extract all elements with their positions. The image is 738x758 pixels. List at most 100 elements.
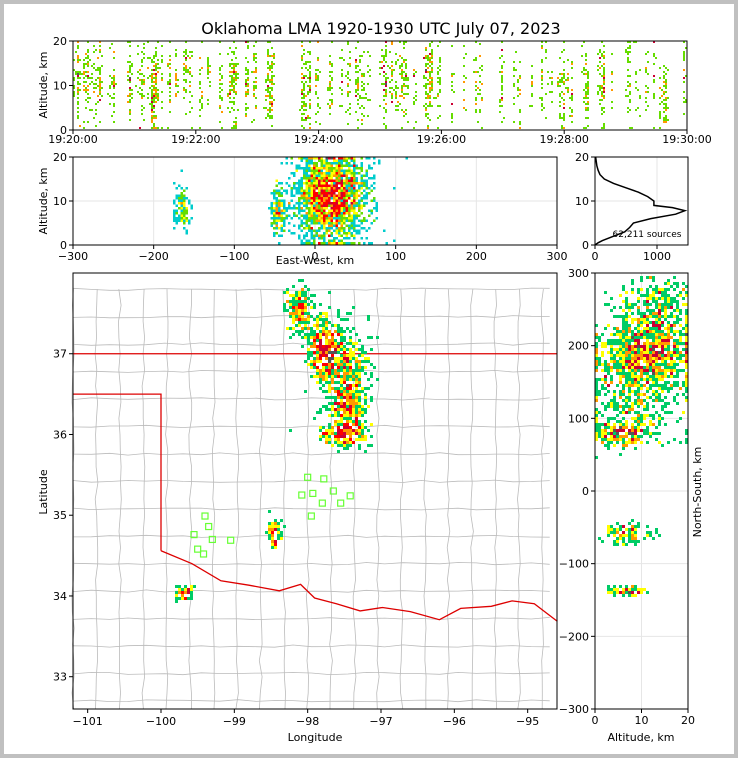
east-west-cell bbox=[275, 192, 278, 195]
north-south-cell bbox=[610, 438, 613, 441]
north-south-cell bbox=[646, 309, 649, 312]
time-height-cell bbox=[207, 63, 209, 65]
east-west-cell bbox=[183, 189, 186, 192]
time-height-cell bbox=[73, 93, 75, 95]
time-height-cell bbox=[235, 121, 237, 123]
east-west-cell bbox=[303, 209, 306, 212]
east-west-cell bbox=[360, 162, 363, 165]
plan-view-cell bbox=[325, 333, 328, 336]
time-height-cell bbox=[303, 109, 305, 111]
time-height-cell bbox=[341, 81, 343, 83]
north-south-cell bbox=[685, 327, 688, 330]
time-height-cell bbox=[429, 95, 431, 97]
east-west-cell bbox=[330, 209, 333, 212]
north-south-cell bbox=[628, 429, 631, 432]
time-height-cell bbox=[347, 85, 349, 87]
time-height-cell bbox=[665, 107, 667, 109]
time-height-cell bbox=[169, 95, 171, 97]
north-south-cell bbox=[622, 432, 625, 435]
time-height-cell bbox=[429, 119, 431, 121]
plan-view-cell bbox=[319, 303, 322, 306]
east-west-cell bbox=[330, 227, 333, 230]
time-height-cell bbox=[305, 63, 307, 65]
north-south-cell bbox=[631, 441, 634, 444]
east-west-cell bbox=[333, 224, 336, 227]
north-south-cell bbox=[655, 321, 658, 324]
east-west-cell bbox=[348, 184, 351, 187]
ew-altitude-tick-label: 10 bbox=[53, 195, 67, 208]
north-south-cell bbox=[601, 414, 604, 417]
east-west-cell bbox=[278, 192, 281, 195]
time-height-cell bbox=[365, 93, 367, 95]
time-height-cell bbox=[401, 85, 403, 87]
plan-view-cell bbox=[334, 414, 337, 417]
east-west-cell bbox=[190, 204, 193, 207]
plan-view-cell bbox=[364, 387, 367, 390]
north-south-cell bbox=[667, 366, 670, 369]
time-height-cell bbox=[151, 103, 153, 105]
plan-view-cell bbox=[343, 393, 346, 396]
plan-view-cell bbox=[274, 525, 277, 528]
time-height-cell bbox=[645, 85, 647, 87]
north-south-cell bbox=[622, 330, 625, 333]
time-height-cell bbox=[151, 79, 153, 81]
north-south-cell bbox=[673, 342, 676, 345]
east-west-cell bbox=[358, 219, 361, 222]
plan-view-cell bbox=[364, 351, 367, 354]
east-west-cell bbox=[370, 212, 373, 215]
east-west-cell bbox=[368, 164, 371, 167]
time-height-cell bbox=[587, 109, 589, 111]
plan-view-cell bbox=[352, 435, 355, 438]
time-height-cell bbox=[349, 63, 351, 65]
plan-view-cell bbox=[346, 327, 349, 330]
time-height-cell bbox=[247, 91, 249, 93]
time-height-cell bbox=[101, 95, 103, 97]
time-height-cell bbox=[267, 41, 269, 43]
east-west-cell bbox=[303, 189, 306, 192]
time-height-cell bbox=[661, 101, 663, 103]
plan-view-cell bbox=[343, 354, 346, 357]
plan-view-cell bbox=[289, 300, 292, 303]
north-south-cell bbox=[610, 369, 613, 372]
north-south-cell bbox=[631, 381, 634, 384]
east-west-cell bbox=[318, 192, 321, 195]
time-height-cell bbox=[161, 107, 163, 109]
north-south-cell bbox=[622, 342, 625, 345]
north-south-cell bbox=[664, 402, 667, 405]
time-height-cell bbox=[401, 89, 403, 91]
north-south-cell bbox=[673, 399, 676, 402]
north-south-cell bbox=[613, 528, 616, 531]
east-west-cell bbox=[328, 187, 331, 190]
east-west-cell bbox=[345, 234, 348, 237]
east-west-cell bbox=[353, 222, 356, 225]
plan-view-cell bbox=[358, 384, 361, 387]
time-height-cell bbox=[341, 89, 343, 91]
east-west-cell bbox=[330, 187, 333, 190]
north-south-cell bbox=[658, 309, 661, 312]
north-south-cell bbox=[649, 333, 652, 336]
plan-view-cell bbox=[319, 333, 322, 336]
county-line bbox=[399, 289, 404, 710]
plan-view-cell bbox=[280, 531, 283, 534]
north-south-cell bbox=[685, 315, 688, 318]
east-west-cell bbox=[353, 169, 356, 172]
north-south-cell bbox=[658, 318, 661, 321]
time-height-cell bbox=[401, 127, 403, 129]
time-height-cell bbox=[303, 89, 305, 91]
time-height-cell bbox=[135, 85, 137, 87]
north-south-cell bbox=[625, 543, 628, 546]
time-height-cell bbox=[391, 97, 393, 99]
histogram-altitude-tick-label: 0 bbox=[582, 239, 589, 252]
east-west-cell bbox=[363, 204, 366, 207]
north-south-cell bbox=[655, 333, 658, 336]
north-south-cell bbox=[655, 348, 658, 351]
plan-view-cell bbox=[322, 345, 325, 348]
time-height-cell bbox=[473, 71, 475, 73]
time-height-cell bbox=[253, 93, 255, 95]
time-height-cell bbox=[235, 117, 237, 119]
north-south-cell bbox=[613, 591, 616, 594]
time-height-cell bbox=[305, 61, 307, 63]
plan-view-cell bbox=[289, 336, 292, 339]
north-south-cell bbox=[616, 315, 619, 318]
